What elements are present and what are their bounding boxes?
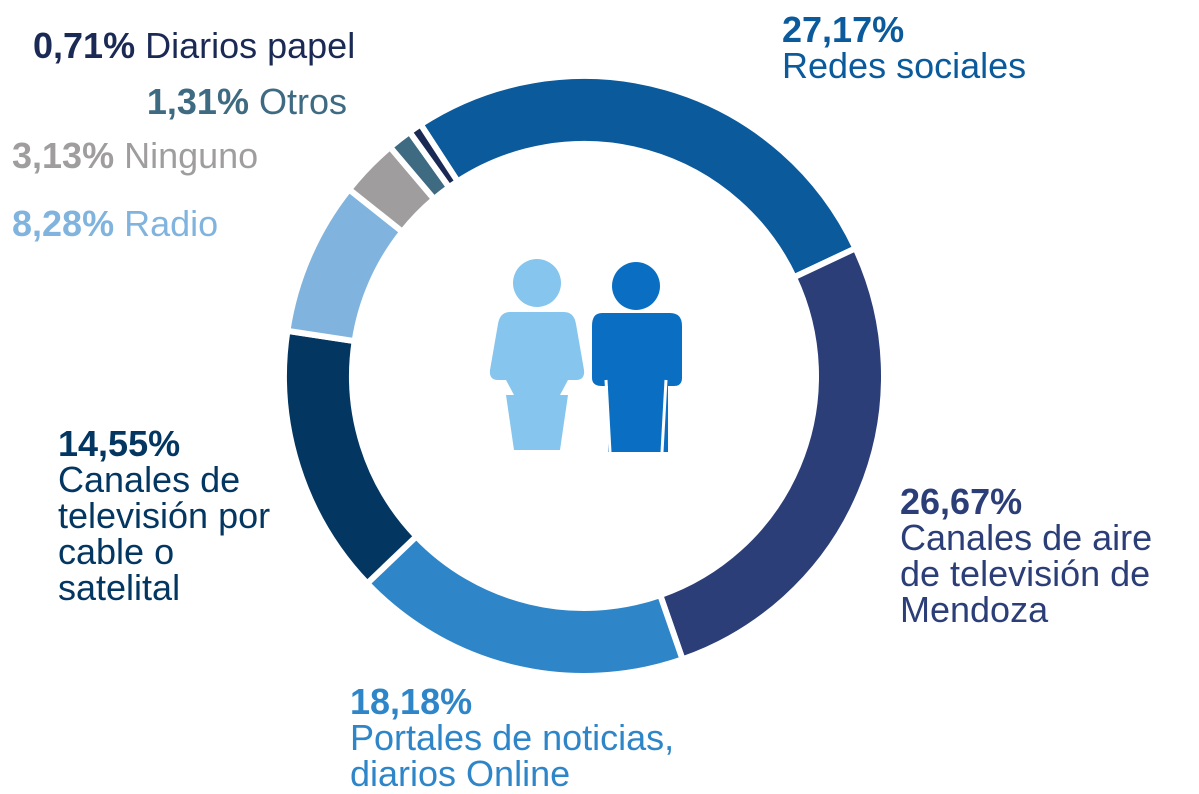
segment-label: 0,71% Diarios papel <box>33 28 355 64</box>
category-label: Diarios papel <box>145 25 356 66</box>
value-label: 1,31% <box>146 81 249 122</box>
donut-segment <box>405 120 462 192</box>
segment-label: 8,28% Radio <box>12 206 218 242</box>
value-label: 14,55% <box>58 423 181 464</box>
donut-segment <box>416 73 860 282</box>
segment-label: 14,55% Canales de televisión por cable o … <box>58 426 288 606</box>
value-label: 26,67% <box>900 481 1023 522</box>
category-label: Portales de noticias, diarios Online <box>350 717 675 794</box>
value-label: 18,18% <box>350 681 473 722</box>
segment-label: 3,13% Ninguno <box>12 138 258 174</box>
segment-label: 26,67% Canales de aire de televisión de M… <box>900 484 1199 628</box>
value-label: 3,13% <box>12 135 115 176</box>
value-label: 0,71% <box>33 25 136 66</box>
category-label: Radio <box>124 203 219 244</box>
category-label: Redes sociales <box>782 45 1027 86</box>
category-label: Canales de televisión por cable o sateli… <box>58 459 271 608</box>
donut-segment <box>656 244 887 664</box>
segment-label: 27,17% Redes sociales <box>782 12 1192 84</box>
value-label: 8,28% <box>12 203 115 244</box>
segment-label: 1,31% Otros <box>147 84 347 120</box>
donut-segment <box>281 327 421 588</box>
category-label: Canales de aire de televisión de Mendoza <box>900 517 1153 630</box>
category-label: Otros <box>258 81 347 122</box>
value-label: 27,17% <box>782 9 905 50</box>
segment-label: 18,18% Portales de noticias, diarios Onli… <box>350 684 770 792</box>
donut-segment <box>362 532 687 679</box>
category-label: Ninguno <box>124 135 259 176</box>
people-icon <box>489 259 682 453</box>
